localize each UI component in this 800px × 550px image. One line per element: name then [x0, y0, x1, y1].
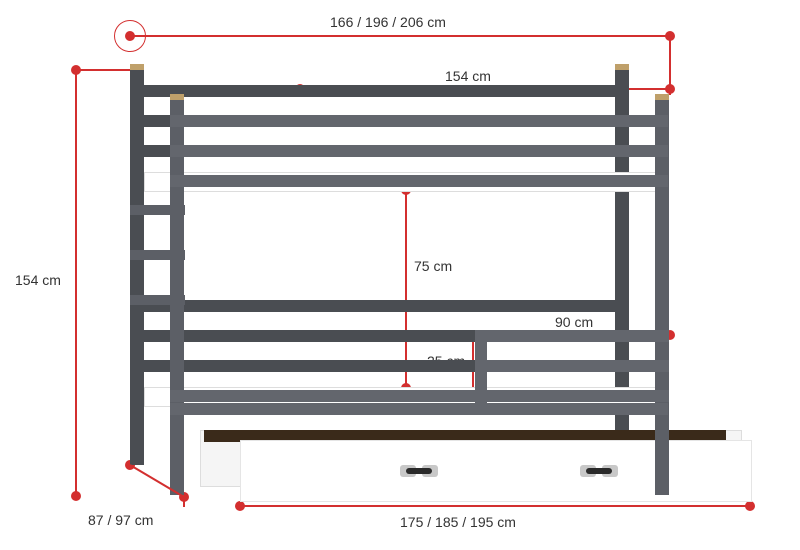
drawer-handle [580, 465, 618, 477]
dim-endpoint [235, 501, 245, 511]
diagram-canvas: 166 / 196 / 206 cm 154 cm 154 cm 75 cm 9… [0, 0, 800, 550]
label-top-rail: 154 cm [445, 68, 491, 84]
drawer-handle [400, 465, 438, 477]
rail-front [170, 175, 668, 187]
rail-front [170, 390, 475, 402]
ladder-rung [130, 250, 185, 260]
dim-endpoint [665, 84, 675, 94]
drawer-front [240, 440, 752, 502]
post-cap [170, 94, 184, 100]
ladder-rung [130, 295, 185, 305]
rail-back [130, 85, 628, 97]
guard-rail [475, 330, 669, 342]
dim-line-height [75, 70, 77, 496]
dim-endpoint-ring [114, 20, 146, 52]
rail-back [130, 300, 628, 312]
post-cap [615, 64, 629, 70]
label-depth: 87 / 97 cm [88, 512, 153, 528]
post-back-left [130, 70, 144, 465]
rail-front [170, 115, 668, 127]
dim-line-gap [405, 190, 407, 388]
post-cap [130, 64, 144, 70]
label-gap: 75 cm [414, 258, 452, 274]
label-overall-length: 166 / 196 / 206 cm [330, 14, 446, 30]
ladder-rung [130, 205, 185, 215]
label-drawer-length: 175 / 185 / 195 cm [400, 514, 516, 530]
label-guard-length: 90 cm [555, 314, 593, 330]
guard-rail [475, 360, 669, 372]
dim-extension [75, 69, 131, 71]
dim-line-overall-length [130, 35, 670, 37]
label-height: 154 cm [15, 272, 61, 288]
dim-line-drawer-length [240, 505, 750, 507]
guard-rail [475, 390, 669, 402]
post-cap [655, 94, 669, 100]
guard-post [475, 330, 487, 405]
dim-endpoint [71, 491, 81, 501]
post-front-right [655, 100, 669, 495]
rail-front [170, 403, 668, 415]
dim-extension [183, 497, 185, 507]
rail-front [170, 145, 668, 157]
